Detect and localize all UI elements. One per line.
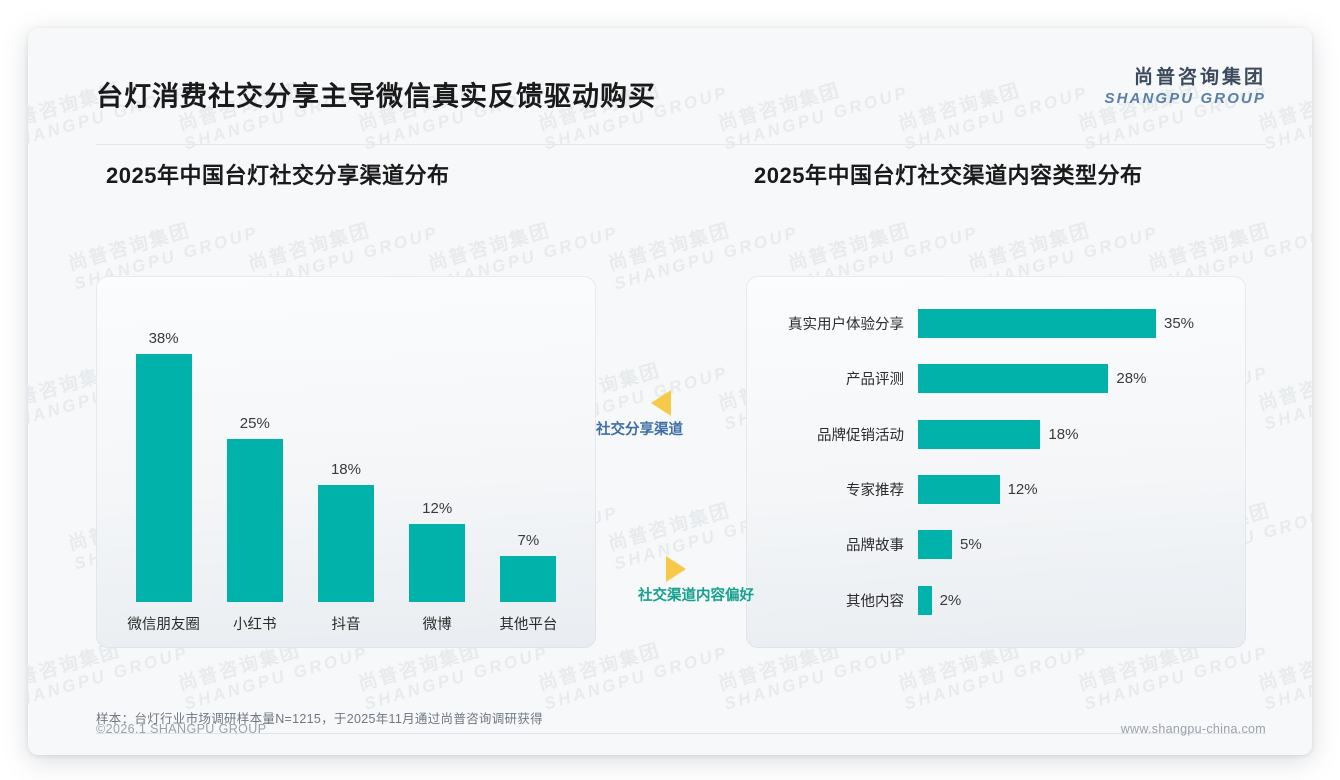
triangle-left-icon bbox=[650, 390, 671, 416]
brand-logo: 尚普咨询集团 SHANGPU GROUP bbox=[1105, 66, 1266, 108]
bar-category-label: 真实用户体验分享 bbox=[788, 317, 904, 334]
bar-value-label: 12% bbox=[1007, 481, 1038, 499]
bar-value-label: 12% bbox=[422, 499, 453, 517]
website-url: www.shangpu-china.com bbox=[1120, 722, 1266, 736]
bar-value-label: 5% bbox=[960, 536, 982, 554]
bar-rect bbox=[918, 585, 932, 615]
bar-rect bbox=[918, 309, 1156, 339]
bar-value-label: 35% bbox=[1164, 315, 1195, 333]
vertical-bar-column: 12% 微博 bbox=[400, 276, 474, 634]
annotation-social-share-channel: 社交分享渠道 bbox=[596, 390, 683, 439]
vertical-bar-column: 38% 微信朋友圈 bbox=[127, 276, 201, 634]
annotation-first-label: 社交分享渠道 bbox=[596, 422, 683, 438]
logo-chinese-text: 尚普咨询集团 bbox=[1133, 67, 1266, 88]
left-chart-title: 2025年中国台灯社交分享渠道分布 bbox=[106, 163, 450, 188]
header-divider bbox=[96, 144, 1266, 145]
bar-track: 12% bbox=[918, 475, 1230, 505]
bar-rect bbox=[918, 530, 952, 560]
page-title: 台灯消费社交分享主导微信真实反馈驱动购买 bbox=[96, 81, 656, 112]
vertical-bar-column: 18% 抖音 bbox=[309, 276, 383, 634]
bar-category-label: 专家推荐 bbox=[846, 483, 904, 500]
annotation-second-label: 社交渠道内容偏好 bbox=[638, 588, 754, 604]
left-chart-card: 38% 微信朋友圈 25% 小红书 18% 抖音 12% 微博 7% 其他平台 bbox=[96, 276, 596, 648]
bar-value-label: 25% bbox=[239, 414, 270, 432]
bar-value-label: 18% bbox=[1048, 425, 1079, 443]
right-chart-card: 真实用户体验分享 35% 产品评测 28% 品牌促销活动 18% 专家推荐 12% 品牌故事 5%… bbox=[746, 276, 1246, 648]
bar-track: 28% bbox=[918, 364, 1230, 394]
bar-track: 5% bbox=[918, 530, 1230, 560]
bar-category-label: 小红书 bbox=[233, 617, 277, 633]
horizontal-bar-row: 品牌故事 5% bbox=[754, 530, 1230, 560]
bar-value-label: 2% bbox=[939, 591, 962, 609]
bar-track: 18% bbox=[918, 419, 1230, 449]
logo-english-text: SHANGPU GROUP bbox=[1104, 89, 1266, 107]
right-chart-panel: 2025年中国台灯社交渠道内容类型分布 真实用户体验分享 35% 产品评测 28% 品牌… bbox=[746, 158, 1246, 648]
bar-rect bbox=[317, 484, 374, 602]
triangle-right-icon bbox=[666, 556, 686, 582]
bar-category-label: 品牌促销活动 bbox=[817, 427, 904, 444]
bar-rect bbox=[135, 354, 192, 602]
bar-value-label: 28% bbox=[1116, 370, 1147, 388]
bar-category-label: 其他平台 bbox=[499, 617, 558, 633]
slide-header: 台灯消费社交分享主导微信真实反馈驱动购买 尚普咨询集团 SHANGPU GROU… bbox=[28, 28, 1312, 126]
bar-rect bbox=[918, 475, 1000, 505]
horizontal-bar-chart: 真实用户体验分享 35% 产品评测 28% 品牌促销活动 18% 专家推荐 12% 品牌故事 5%… bbox=[746, 276, 1246, 648]
vertical-bar-column: 7% 其他平台 bbox=[491, 276, 565, 634]
footer-divider bbox=[96, 733, 1266, 734]
bar-category-label: 微博 bbox=[422, 617, 452, 633]
bar-category-label: 抖音 bbox=[331, 617, 361, 633]
bar-track: 2% bbox=[918, 585, 1230, 615]
bar-value-label: 38% bbox=[148, 330, 179, 347]
charts-area: 2025年中国台灯社交分享渠道分布 38% 微信朋友圈 25% 小红书 18% 抖音 12%… bbox=[28, 158, 1312, 688]
right-chart-title: 2025年中国台灯社交渠道内容类型分布 bbox=[754, 163, 1143, 188]
vertical-bar-chart: 38% 微信朋友圈 25% 小红书 18% 抖音 12% 微博 7% 其他平台 bbox=[104, 276, 588, 648]
copyright-text: ©2026.1 SHANGPU GROUP bbox=[96, 722, 267, 736]
bar-rect bbox=[918, 364, 1109, 394]
horizontal-bar-row: 真实用户体验分享 35% bbox=[754, 309, 1230, 339]
bar-category-label: 其他内容 bbox=[846, 593, 904, 610]
bar-category-label: 微信朋友圈 bbox=[127, 617, 200, 633]
vertical-bar-column: 25% 小红书 bbox=[218, 276, 292, 634]
bar-value-label: 7% bbox=[517, 532, 540, 550]
left-chart-panel: 2025年中国台灯社交分享渠道分布 38% 微信朋友圈 25% 小红书 18% 抖音 12%… bbox=[96, 158, 596, 648]
bar-category-label: 产品评测 bbox=[846, 372, 904, 389]
bar-rect bbox=[500, 556, 557, 602]
horizontal-bar-row: 品牌促销活动 18% bbox=[754, 419, 1230, 449]
slide-footer: ©2026.1 SHANGPU GROUP www.shangpu-china.… bbox=[28, 710, 1312, 755]
bar-track: 35% bbox=[918, 309, 1230, 339]
bar-rect bbox=[409, 523, 466, 602]
horizontal-bar-row: 其他内容 2% bbox=[754, 585, 1230, 615]
bar-category-label: 品牌故事 bbox=[846, 538, 904, 555]
annotation-content-preference: 社交渠道内容偏好 bbox=[638, 556, 754, 605]
bar-rect bbox=[226, 438, 283, 602]
horizontal-bar-row: 产品评测 28% bbox=[754, 364, 1230, 394]
sample-note: 样本：台灯行业市场调研样本量N=1215，于2025年11月通过尚普咨询调研获得 bbox=[96, 712, 543, 726]
bar-rect bbox=[918, 419, 1041, 449]
horizontal-bar-row: 专家推荐 12% bbox=[754, 475, 1230, 505]
middle-annotations: 社交分享渠道 社交渠道内容偏好 bbox=[596, 158, 754, 688]
slide-canvas: 尚普咨询集团 SHANGPU GROUP 尚普咨询集团 SHANGPU GROUP 尚普… bbox=[28, 28, 1312, 755]
bar-value-label: 18% bbox=[330, 460, 361, 478]
